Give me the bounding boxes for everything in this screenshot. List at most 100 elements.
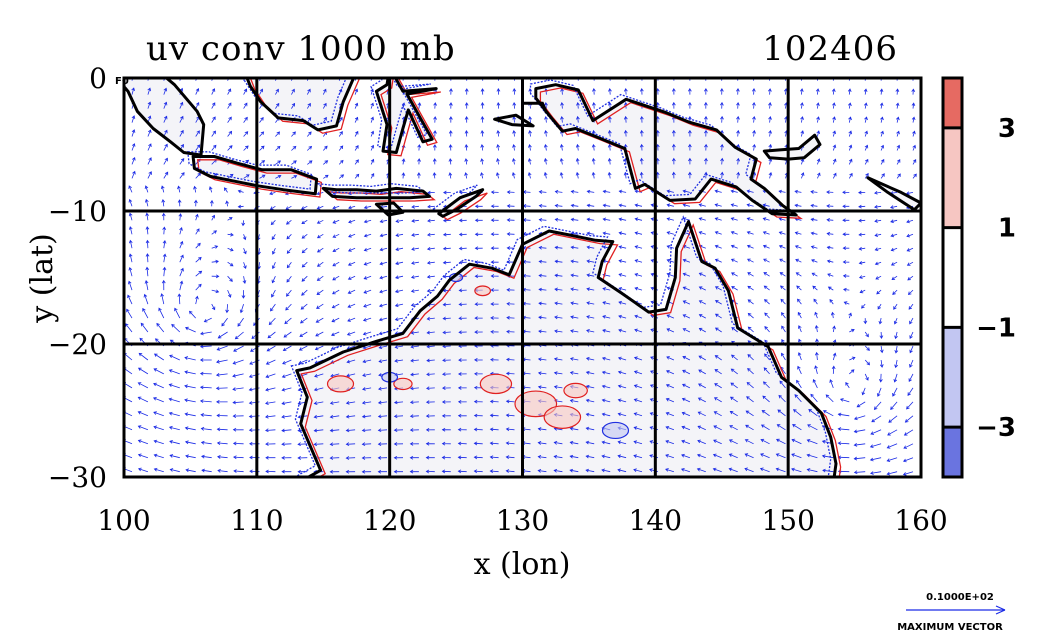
wind-vector (448, 158, 453, 165)
wind-vector (458, 288, 467, 293)
wind-vector (314, 373, 324, 378)
wind-vector (137, 411, 149, 417)
wind-vector (728, 439, 738, 445)
wind-vector (714, 369, 722, 375)
wind-vector (570, 315, 579, 320)
wind-vector (201, 454, 212, 459)
wind-vector (227, 247, 234, 252)
wind-vector (906, 219, 914, 224)
wind-vector (696, 467, 706, 473)
wind-vector (633, 412, 643, 417)
wind-vector (128, 226, 133, 235)
wind-vector (704, 115, 708, 123)
wind-vector (559, 157, 564, 165)
wind-vector (682, 286, 691, 291)
wind-vector (286, 275, 292, 283)
wind-vector (179, 254, 184, 263)
wind-vector (281, 373, 292, 378)
wind-vector (729, 396, 738, 403)
wind-vector (217, 455, 228, 459)
wind-vector (441, 455, 451, 460)
wind-vector (634, 314, 643, 319)
wind-vector (417, 144, 422, 151)
wind-vector (153, 467, 164, 473)
wind-vector (792, 424, 802, 431)
wind-vector (879, 359, 884, 368)
x-tick-label: 160 (894, 504, 947, 537)
wind-vector (200, 440, 212, 445)
wind-vector (682, 328, 691, 333)
wind-vector (591, 171, 596, 179)
wind-vector (714, 327, 722, 333)
wind-vector (730, 231, 738, 235)
wind-vector (265, 455, 276, 460)
wind-vector (410, 289, 419, 293)
wind-vector (489, 413, 499, 418)
wind-vector (506, 301, 515, 306)
wind-vector (902, 471, 914, 476)
wind-vector (853, 442, 866, 447)
wind-vector (886, 457, 898, 462)
wind-vector (211, 245, 219, 249)
wind-vector (697, 411, 706, 417)
wind-vector (665, 397, 675, 403)
wind-vector (570, 287, 579, 292)
wind-vector (301, 247, 308, 254)
wind-vector (237, 204, 244, 209)
wind-vector (300, 205, 308, 210)
wind-vector (623, 171, 628, 179)
wind-vector (639, 129, 644, 137)
wind-vector (216, 441, 228, 446)
wind-vector (837, 441, 850, 446)
wind-vector (457, 441, 467, 446)
wind-vector (506, 190, 515, 195)
wind-vector (505, 441, 515, 446)
wind-vector (474, 316, 483, 321)
wind-vector (720, 115, 724, 123)
wind-vector (370, 78, 374, 81)
wind-vector (856, 401, 866, 408)
wind-vector (864, 116, 868, 123)
wind-vector (143, 293, 149, 305)
wind-vector (316, 261, 324, 267)
wind-vector (592, 102, 596, 109)
wind-vector (458, 330, 467, 335)
wind-vector (753, 78, 755, 81)
wind-vector (227, 130, 233, 137)
vector-key-magnitude: 0.1000E+02 (926, 592, 994, 603)
wind-vector (354, 88, 359, 95)
wind-vector (861, 303, 866, 309)
wind-vector (185, 454, 196, 459)
colorbar-band (943, 78, 962, 128)
wind-vector (586, 217, 595, 222)
wind-vector (457, 399, 467, 404)
wind-vector (848, 172, 853, 179)
wind-vector (489, 455, 499, 460)
wind-vector (830, 311, 835, 319)
wind-vector (837, 427, 850, 431)
wind-vector (347, 317, 356, 322)
wind-vector (704, 129, 708, 137)
wind-vector (184, 426, 196, 431)
wind-vector (671, 129, 676, 137)
y-tick-label: −30 (48, 461, 107, 494)
wind-vector (128, 253, 133, 263)
wind-vector (795, 258, 802, 263)
wind-vector (794, 394, 802, 403)
wind-vector (147, 87, 152, 95)
wind-vector (301, 275, 308, 282)
wind-vector (714, 217, 722, 221)
wind-vector (618, 245, 627, 249)
wind-vector (569, 398, 579, 403)
wind-vector (553, 357, 563, 362)
wind-vector (698, 369, 706, 375)
wind-vector (464, 130, 469, 137)
wind-vector (354, 173, 360, 179)
wind-vector (553, 371, 563, 375)
wind-vector (762, 231, 770, 235)
wind-vector (698, 300, 706, 305)
wind-vector (864, 78, 866, 81)
wind-vector (473, 469, 483, 474)
wind-vector (794, 203, 802, 208)
